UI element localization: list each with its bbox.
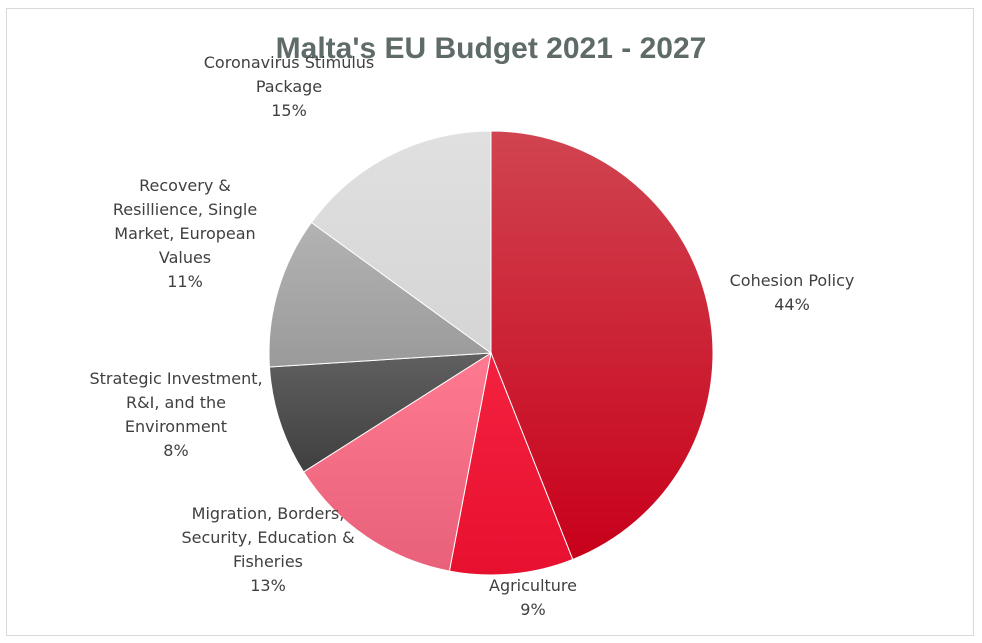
slice-value-label: 8% [163,441,188,460]
slice-label-line: Recovery & [139,176,231,195]
slice-label-line: Package [256,77,322,96]
pie-slice-0 [490,130,714,561]
slice-label-line: Environment [125,417,227,436]
pie-slice-3 [268,352,492,473]
slice-label-1: Agriculture 9% [489,576,577,619]
slice-label-0: Cohesion Policy 44% [730,271,855,314]
slice-label-3: Strategic Investment, R&I, and the Environ… [89,369,262,460]
slice-label-line: Resillience, Single [113,200,257,219]
slice-label-line: Strategic Investment, [89,369,262,388]
slice-label-line: Cohesion Policy [730,271,855,290]
slice-label-line: Agriculture [489,576,577,595]
pie-slice-4 [268,221,493,368]
slice-label-4: Recovery & Resillience, Single Market, Eur… [113,176,257,291]
pie-slices [268,130,714,576]
pie-slice-1 [448,351,574,576]
slice-label-line: Market, European [114,224,255,243]
slice-label-line: R&I, and the [126,393,226,412]
slice-value-label: 9% [520,600,545,619]
slice-value-label: 15% [271,101,307,120]
slice-value-label: 13% [250,576,286,595]
slice-label-5: Coronavirus Stimulus Package 15% [204,53,375,120]
pie-slice-5 [310,130,492,354]
chart-title: Malta's EU Budget 2021 - 2027 [276,32,707,65]
slice-label-line: Fisheries [233,552,303,571]
slice-value-label: 11% [167,272,203,291]
slice-label-line: Migration, Borders, [192,504,345,523]
slice-labels: Cohesion Policy 44% Agriculture 9% Migration… [89,53,854,619]
slice-label-line: Security, Education & [181,528,354,547]
slice-value-label: 44% [774,295,810,314]
slice-label-line: Coronavirus Stimulus [204,53,375,72]
pie-slice-2 [302,351,492,572]
slice-label-2: Migration, Borders, Security, Education &… [181,504,354,595]
slice-label-line: Values [159,248,211,267]
